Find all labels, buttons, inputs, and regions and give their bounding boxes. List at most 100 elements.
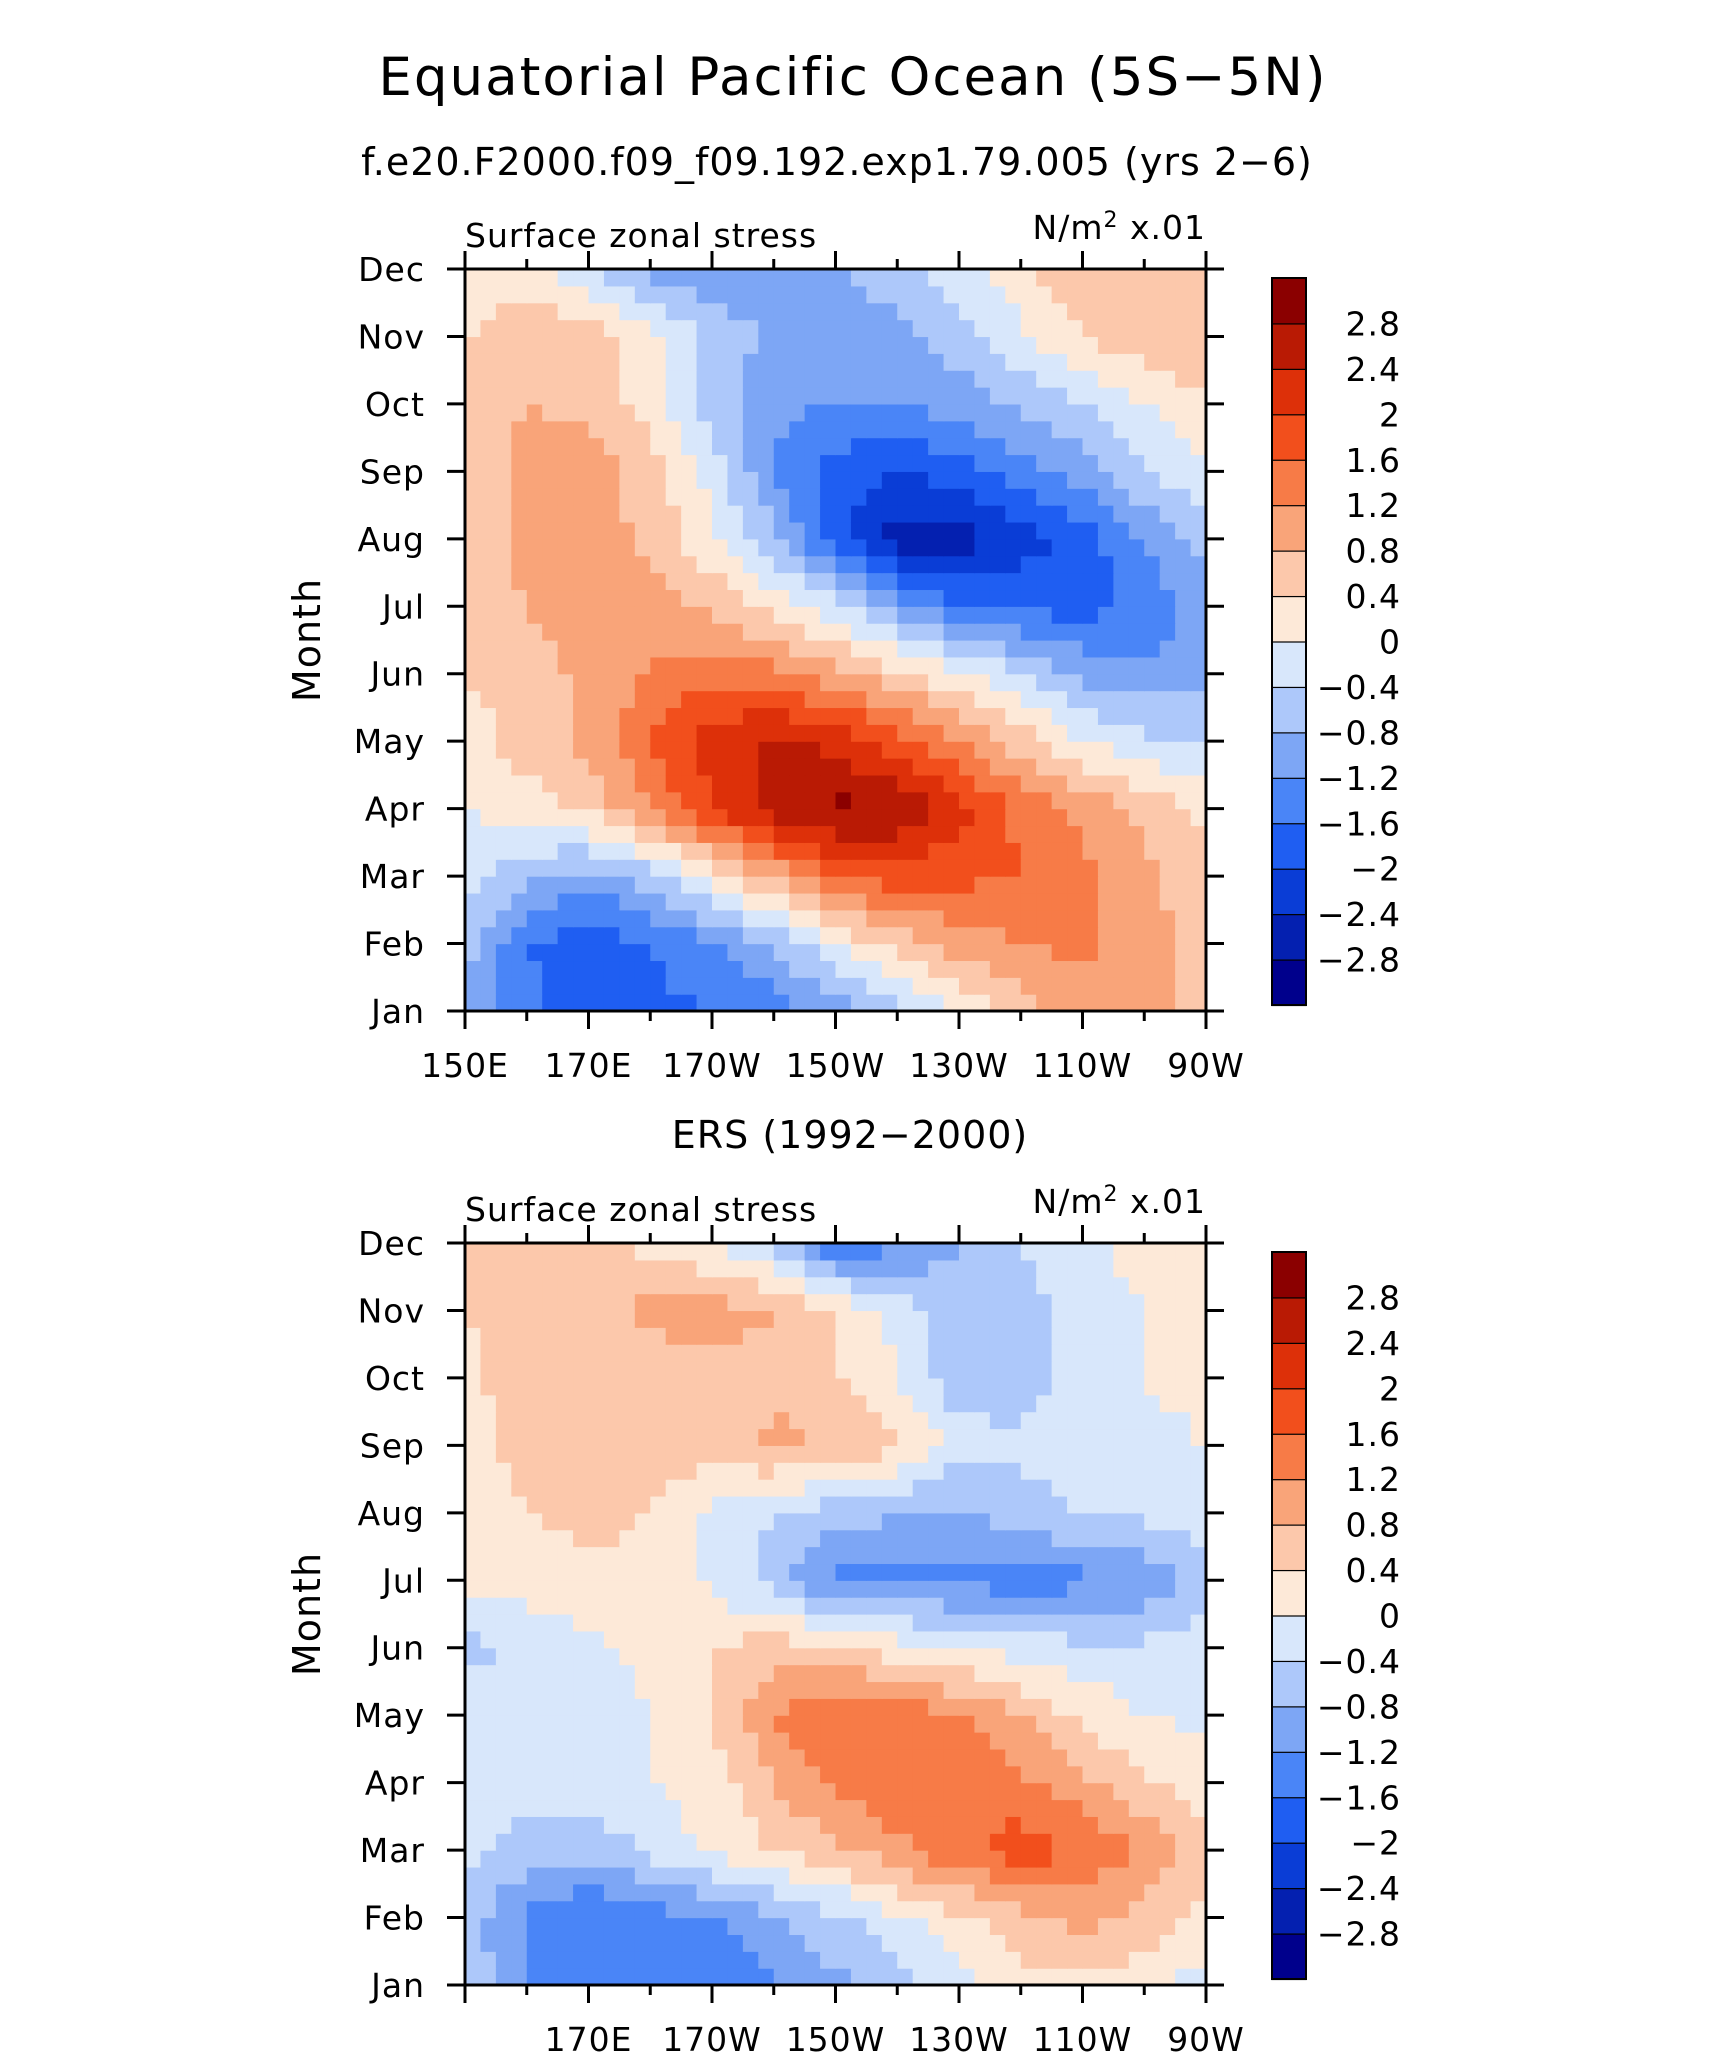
field-cell — [912, 1394, 929, 1413]
field-cell — [465, 640, 482, 658]
field-cell — [1144, 960, 1161, 978]
field-cell — [665, 1866, 682, 1885]
colorbar-label: −0.4 — [1317, 668, 1401, 707]
field-cell — [1020, 538, 1037, 557]
field-cell — [1128, 1900, 1145, 1919]
field-cell — [959, 269, 976, 287]
field-cell — [665, 656, 682, 675]
field-cell — [1128, 1512, 1145, 1531]
field-cell — [696, 285, 713, 304]
field-cell — [943, 285, 960, 304]
field-cell — [588, 1546, 605, 1565]
field-cell — [897, 302, 914, 321]
field-cell — [866, 1630, 883, 1649]
field-cell — [526, 555, 543, 574]
field-cell — [1051, 1546, 1068, 1565]
field-cell — [681, 960, 698, 978]
field-cell — [773, 656, 790, 675]
field-cell — [1128, 370, 1145, 388]
field-cell — [1020, 1799, 1037, 1817]
field-cell — [974, 808, 991, 827]
field-cell — [742, 302, 759, 321]
field-cell — [603, 1782, 620, 1801]
field-cell — [619, 808, 636, 827]
field-cell — [1067, 1276, 1084, 1295]
field-cell — [603, 1951, 620, 1969]
field-cell — [881, 623, 898, 641]
field-cell — [511, 403, 528, 422]
field-cell — [465, 454, 482, 472]
field-cell — [1082, 909, 1099, 928]
field-cell — [1175, 1462, 1192, 1480]
field-cell — [696, 1917, 713, 1936]
field-cell — [542, 1462, 559, 1480]
field-cell — [943, 420, 960, 439]
field-cell — [989, 1462, 1006, 1480]
field-cell — [820, 1681, 837, 1699]
field-cell — [912, 1782, 929, 1801]
field-cell — [603, 1495, 620, 1514]
field-cell — [495, 1782, 512, 1801]
field-cell — [588, 285, 605, 304]
field-cell — [511, 1462, 528, 1480]
field-cell — [650, 1664, 667, 1683]
field-cell — [1144, 656, 1161, 675]
field-cell — [1159, 1732, 1176, 1750]
field-cell — [603, 285, 620, 304]
field-cell — [820, 1479, 837, 1497]
field-cell — [835, 1495, 852, 1514]
field-cell — [573, 1344, 590, 1362]
panel-ers: JanFebMarAprMayJunJulAugSepOctNovDec170E… — [285, 1113, 1400, 2059]
field-cell — [835, 353, 852, 371]
field-cell — [1067, 656, 1084, 675]
field-cell — [866, 488, 883, 506]
field-cell — [511, 943, 528, 962]
field-cell — [1005, 977, 1022, 995]
field-cell — [727, 1563, 744, 1581]
field-cell — [696, 1732, 713, 1750]
field-cell — [758, 505, 775, 523]
field-cell — [1005, 269, 1022, 287]
field-cell — [835, 1243, 852, 1261]
field-cell — [1144, 791, 1161, 810]
field-cell — [1067, 994, 1084, 1012]
field-cell — [665, 1411, 682, 1430]
field-cell — [634, 538, 651, 557]
field-cell — [634, 1580, 651, 1598]
field-cell — [1175, 1411, 1192, 1430]
field-cell — [804, 1782, 821, 1801]
field-cell — [681, 555, 698, 574]
field-cell — [542, 1377, 559, 1396]
field-cell — [1082, 1512, 1099, 1531]
field-cell — [943, 488, 960, 506]
field-cell — [696, 1546, 713, 1565]
field-cell — [758, 1951, 775, 1969]
field-cell — [959, 1445, 976, 1463]
field-cell — [480, 791, 497, 810]
field-cell — [928, 1580, 945, 1598]
field-cell — [712, 505, 729, 523]
field-cell — [850, 454, 867, 472]
field-cell — [696, 791, 713, 810]
field-cell — [804, 1614, 821, 1632]
y-tick-label: Nov — [358, 1291, 425, 1330]
field-cell — [974, 1563, 991, 1581]
field-cell — [789, 521, 806, 540]
field-cell — [1082, 1259, 1099, 1278]
field-cell — [789, 842, 806, 860]
field-cell — [866, 960, 883, 978]
field-cell — [465, 1816, 482, 1834]
field-cell — [742, 1495, 759, 1514]
field-cell — [959, 387, 976, 405]
field-cell — [1144, 1546, 1161, 1565]
field-cell — [1175, 387, 1192, 405]
field-cell — [1067, 572, 1084, 591]
field-cell — [665, 690, 682, 709]
field-cell — [1051, 353, 1068, 371]
field-cell — [1036, 1799, 1053, 1817]
field-cell — [1144, 724, 1161, 742]
field-cell — [619, 1327, 636, 1345]
field-cell — [634, 876, 651, 894]
field-cell — [650, 319, 667, 338]
field-cell — [603, 909, 620, 928]
